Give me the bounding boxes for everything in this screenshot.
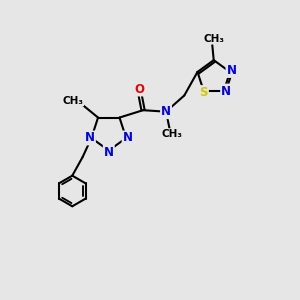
Text: N: N <box>221 85 231 98</box>
Text: CH₃: CH₃ <box>161 129 182 139</box>
Text: CH₃: CH₃ <box>203 34 224 44</box>
Text: N: N <box>161 105 171 118</box>
Text: S: S <box>200 86 208 99</box>
Text: N: N <box>226 64 236 77</box>
Text: N: N <box>123 131 133 145</box>
Text: N: N <box>104 146 114 159</box>
Text: N: N <box>85 131 95 145</box>
Text: CH₃: CH₃ <box>62 96 83 106</box>
Text: O: O <box>134 82 145 95</box>
